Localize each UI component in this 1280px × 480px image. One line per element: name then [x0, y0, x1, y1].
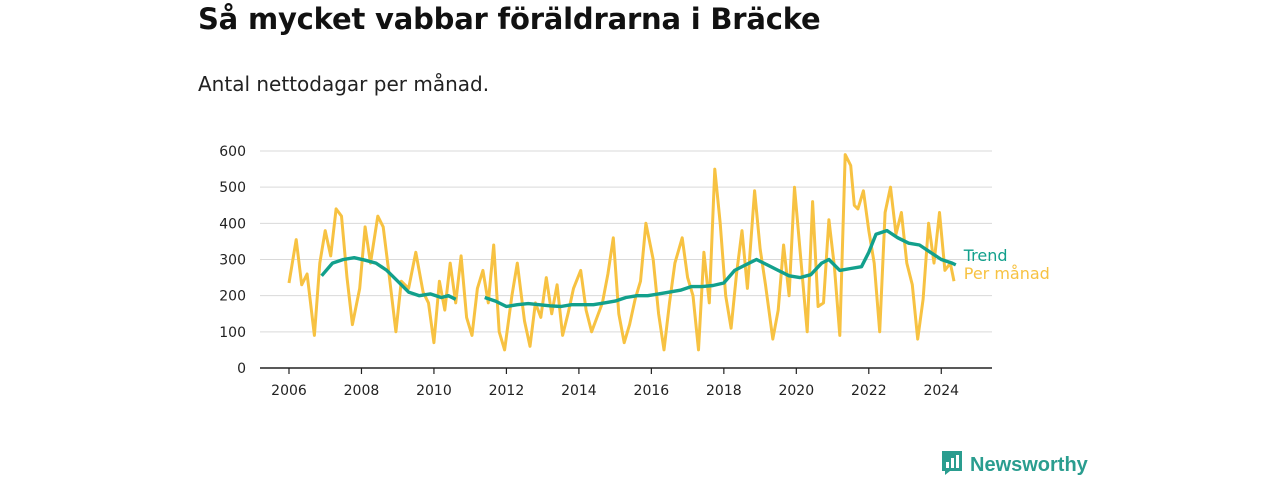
y-tick-label: 400 [219, 216, 246, 232]
newsworthy-logo-icon [940, 450, 964, 480]
x-tick-label: 2022 [851, 383, 887, 399]
brand-name: Newsworthy [970, 453, 1088, 476]
y-tick-label: 0 [237, 361, 246, 377]
chart-title: Så mycket vabbar föräldrarna i Bräcke [198, 2, 821, 36]
monthly-series-line [287, 153, 956, 352]
trend-series-line [320, 228, 957, 309]
trend-series-label: Trend [963, 246, 1008, 265]
x-tick-label: 2006 [271, 383, 307, 399]
x-tick-label: 2014 [561, 383, 597, 399]
x-tick-label: 2010 [416, 383, 452, 399]
series-lines [287, 153, 957, 352]
y-tick-label: 500 [219, 180, 246, 196]
y-axis-ticks: 0 100 200 300 400 500 600 [219, 144, 246, 377]
x-tick-label: 2008 [344, 383, 380, 399]
y-tick-label: 300 [219, 253, 246, 269]
x-tick-label: 2018 [706, 383, 742, 399]
x-tick-label: 2024 [923, 383, 959, 399]
monthly-series-label: Per månad [964, 264, 1050, 283]
y-tick-label: 100 [219, 325, 246, 341]
newsworthy-brand[interactable]: Newsworthy [940, 450, 1088, 480]
x-tick-label: 2020 [778, 383, 814, 399]
x-tick-label: 2012 [489, 383, 525, 399]
y-tick-label: 200 [219, 289, 246, 305]
x-tick-label: 2016 [634, 383, 670, 399]
chart-subtitle: Antal nettodagar per månad. [198, 72, 490, 96]
y-tick-label: 600 [219, 144, 246, 160]
x-axis-ticks: 2006 2008 2010 2012 2014 2016 2018 2020 2022 2024 [271, 368, 959, 399]
